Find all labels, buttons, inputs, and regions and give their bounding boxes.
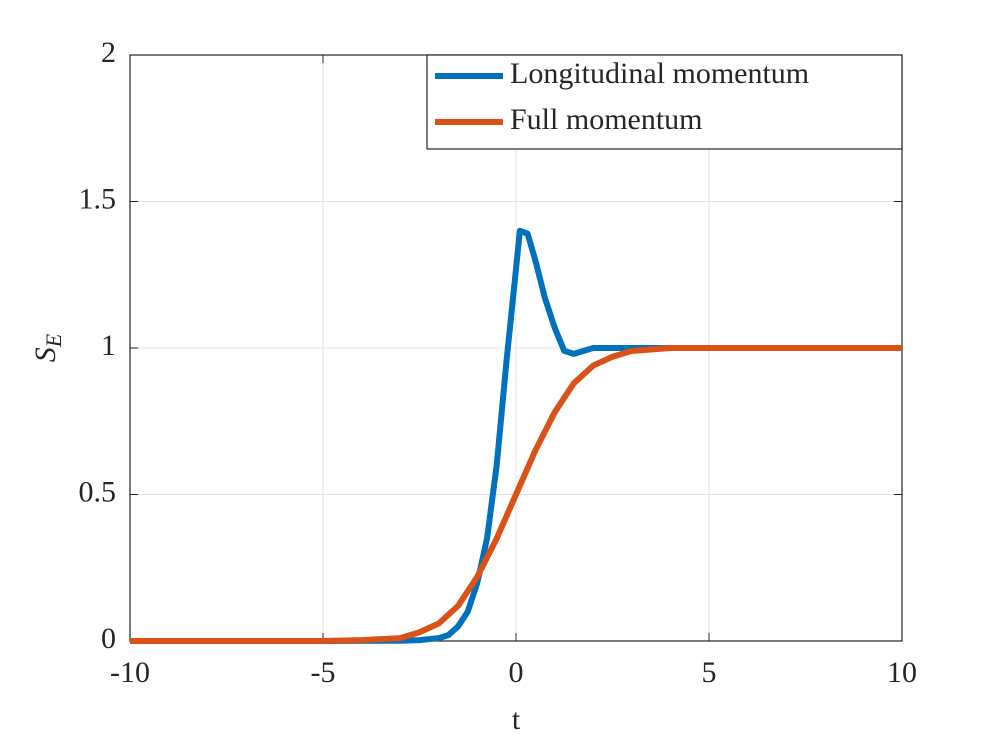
x-tick-label: 5 (702, 656, 717, 689)
x-tick-label: -5 (311, 656, 336, 689)
legend-label: Full momentum (510, 103, 703, 136)
data-line (130, 345, 902, 644)
y-label-main: S (29, 347, 62, 362)
y-tick-label: 0.5 (79, 475, 117, 508)
legend-label: Longitudinal momentum (510, 57, 809, 90)
legend-box (426, 54, 903, 150)
y-tick-label: 1 (101, 329, 116, 362)
y-axis-label: SE (29, 333, 66, 362)
x-tick-label: 0 (509, 656, 524, 689)
y-label-subscript: E (41, 333, 66, 348)
y-tick-label: 0 (101, 622, 116, 655)
y-tick-label: 1.5 (79, 182, 117, 215)
data-line (130, 227, 902, 644)
y-tick-label: 2 (101, 36, 116, 69)
x-axis-label: t (512, 703, 521, 736)
x-tick-label: 10 (887, 656, 917, 689)
x-tick-label: -10 (110, 656, 150, 689)
